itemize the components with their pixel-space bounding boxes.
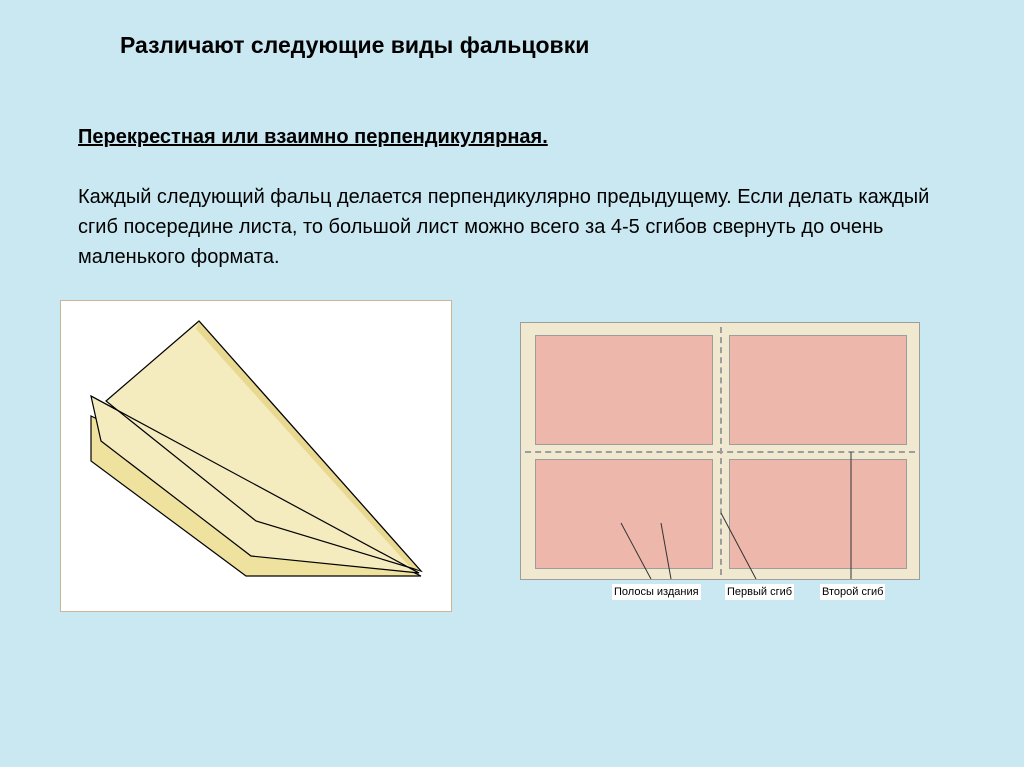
figure-folded-sheet (60, 300, 452, 612)
figure-fold-scheme: Полосы издания Первый сгиб Второй сгиб (520, 322, 920, 612)
slide: Различают следующие виды фальцовки Перек… (0, 0, 1024, 767)
leader-first-fold (721, 513, 756, 579)
page-title: Различают следующие виды фальцовки (120, 32, 589, 59)
caption-strips: Полосы издания (612, 584, 701, 600)
scheme-box (520, 322, 920, 580)
leader-strips-2 (661, 523, 671, 579)
caption-second-fold: Второй сгиб (820, 584, 885, 600)
folded-sheet-svg (61, 301, 451, 611)
body-text: Каждый следующий фальц делается перпенди… (78, 182, 948, 272)
leaders-svg (521, 323, 921, 581)
leader-strips-1 (621, 523, 651, 579)
subtitle: Перекрестная или взаимно перпендикулярна… (78, 126, 548, 149)
caption-first-fold: Первый сгиб (725, 584, 794, 600)
